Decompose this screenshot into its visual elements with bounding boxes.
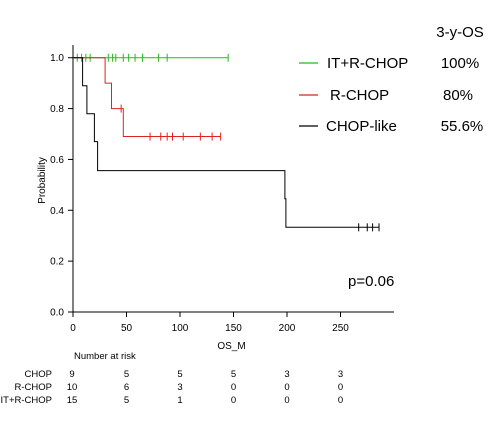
y-tick-label: 0.0 [50, 308, 64, 319]
risk-table-title: Number at risk [74, 351, 136, 362]
legend-summary: 80% [443, 87, 473, 104]
risk-cell: 9 [69, 369, 74, 380]
risk-cell: 0 [231, 382, 236, 393]
legend-label: CHOP-like [326, 118, 397, 135]
y-tick-label: 0.8 [50, 104, 64, 115]
x-tick-label: 150 [225, 323, 242, 334]
risk-cell: 0 [338, 382, 343, 393]
risk-cell: 0 [231, 395, 236, 406]
y-tick-label: 0.6 [50, 155, 64, 166]
x-tick-label: 100 [172, 323, 189, 334]
legend-label: IT+R-CHOP [327, 55, 408, 72]
legend-header: 3-y-OS [436, 24, 484, 41]
risk-row-label: IT+R-CHOP [1, 395, 52, 406]
risk-cell: 5 [124, 395, 129, 406]
series-layer [73, 53, 380, 232]
x-tick-label: 50 [121, 323, 133, 334]
risk-cell: 3 [284, 369, 289, 380]
risk-cell: 10 [67, 382, 78, 393]
x-tick-label: 250 [332, 323, 349, 334]
p-value-annotation: p=0.06 [348, 273, 394, 290]
risk-row-label: R-CHOP [15, 382, 52, 393]
legend: 3-y-OS IT+R-CHOP 100% R-CHOP 80% CHOP-like 55.… [299, 24, 484, 135]
series-line-1 [73, 57, 221, 137]
y-tick-label: 0.4 [50, 206, 64, 217]
risk-cell: 3 [177, 382, 182, 393]
risk-row-label: CHOP [25, 369, 52, 380]
y-axis-label: Probability [37, 157, 48, 204]
x-tick-label: 0 [70, 323, 76, 334]
risk-cell: 0 [338, 395, 343, 406]
risk-cell: 0 [284, 382, 289, 393]
risk-cell: 5 [231, 369, 236, 380]
risk-table: Number at risk CHOP 9 5 5 5 3 3R-CHOP 10 6 3 0 0 0IT… [1, 351, 344, 406]
risk-cell: 3 [338, 369, 343, 380]
legend-summary: 55.6% [441, 118, 484, 135]
y-tick-label: 1.0 [50, 53, 64, 64]
risk-cell: 1 [177, 395, 182, 406]
plot-axes: 0.0 0.2 0.4 0.6 0.8 1.0 0 50 100 150 200 250 [50, 45, 394, 334]
x-tick-label: 200 [279, 323, 296, 334]
legend-summary: 100% [441, 55, 479, 72]
risk-cell: 5 [177, 369, 182, 380]
risk-cell: 0 [284, 395, 289, 406]
risk-cell: 5 [124, 369, 129, 380]
x-axis-label: OS_M [217, 341, 245, 352]
risk-cell: 6 [124, 382, 129, 393]
y-tick-label: 0.2 [50, 257, 64, 268]
series-line-2 [73, 57, 379, 228]
risk-cell: 15 [67, 395, 78, 406]
legend-label: R-CHOP [330, 87, 389, 104]
